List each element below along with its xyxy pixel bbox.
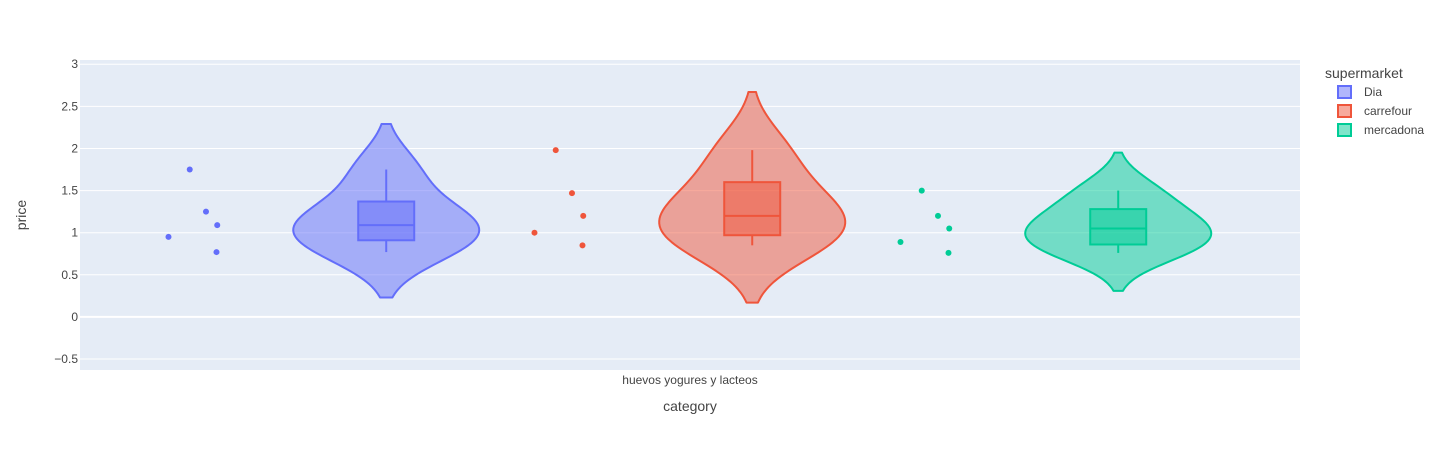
x-axis-title: category	[663, 398, 717, 414]
box	[723, 181, 782, 237]
data-point[interactable]	[186, 166, 193, 173]
data-point[interactable]	[531, 229, 538, 236]
y-tick-label: 2.5	[61, 99, 78, 113]
data-point[interactable]	[580, 212, 587, 219]
data-point[interactable]	[165, 233, 172, 240]
data-point[interactable]	[202, 208, 209, 215]
x-axis-ticks: huevos yogures y lacteos	[622, 373, 757, 387]
violin-dia	[292, 123, 481, 299]
box	[357, 200, 416, 242]
legend-item-mercadona[interactable]: mercadona	[1337, 123, 1424, 137]
data-point[interactable]	[945, 249, 952, 256]
data-point[interactable]	[214, 222, 221, 229]
y-axis-title: price	[13, 200, 29, 231]
y-axis-ticks: −0.5 0 0.5 1 1.5 2 2.5 3	[54, 57, 78, 366]
legend-swatch	[1337, 123, 1352, 137]
points	[165, 147, 953, 256]
legend-swatch	[1337, 104, 1352, 118]
x-tick-label: huevos yogures y lacteos	[622, 373, 757, 387]
legend-title: supermarket	[1325, 65, 1403, 81]
data-point[interactable]	[897, 238, 904, 245]
legend-swatch	[1337, 85, 1352, 99]
legend-label: Dia	[1364, 85, 1382, 99]
legend-item-carrefour[interactable]: carrefour	[1337, 104, 1412, 118]
data-point[interactable]	[934, 212, 941, 219]
data-point[interactable]	[552, 147, 559, 154]
data-point[interactable]	[213, 249, 220, 256]
y-tick-label: 1.5	[61, 184, 78, 198]
y-tick-label: 0.5	[61, 268, 78, 282]
data-point[interactable]	[579, 242, 586, 249]
grid-lines	[80, 63, 1300, 360]
data-point[interactable]	[918, 187, 925, 194]
legend-item-dia[interactable]: Dia	[1337, 85, 1382, 99]
legend: supermarket Dia carrefour mercadona	[1325, 65, 1424, 137]
y-tick-label: −0.5	[54, 352, 78, 366]
legend-label: carrefour	[1364, 104, 1412, 118]
y-tick-label: 0	[71, 310, 78, 324]
y-tick-label: 1	[71, 226, 78, 240]
violin-carrefour	[658, 91, 847, 304]
legend-label: mercadona	[1364, 123, 1424, 137]
data-point[interactable]	[946, 225, 953, 232]
box	[1089, 208, 1148, 246]
data-point[interactable]	[568, 190, 575, 197]
violin-mercadona	[1024, 151, 1213, 292]
y-tick-label: 2	[71, 141, 78, 155]
y-tick-label: 3	[71, 57, 78, 71]
violins	[292, 91, 1213, 304]
